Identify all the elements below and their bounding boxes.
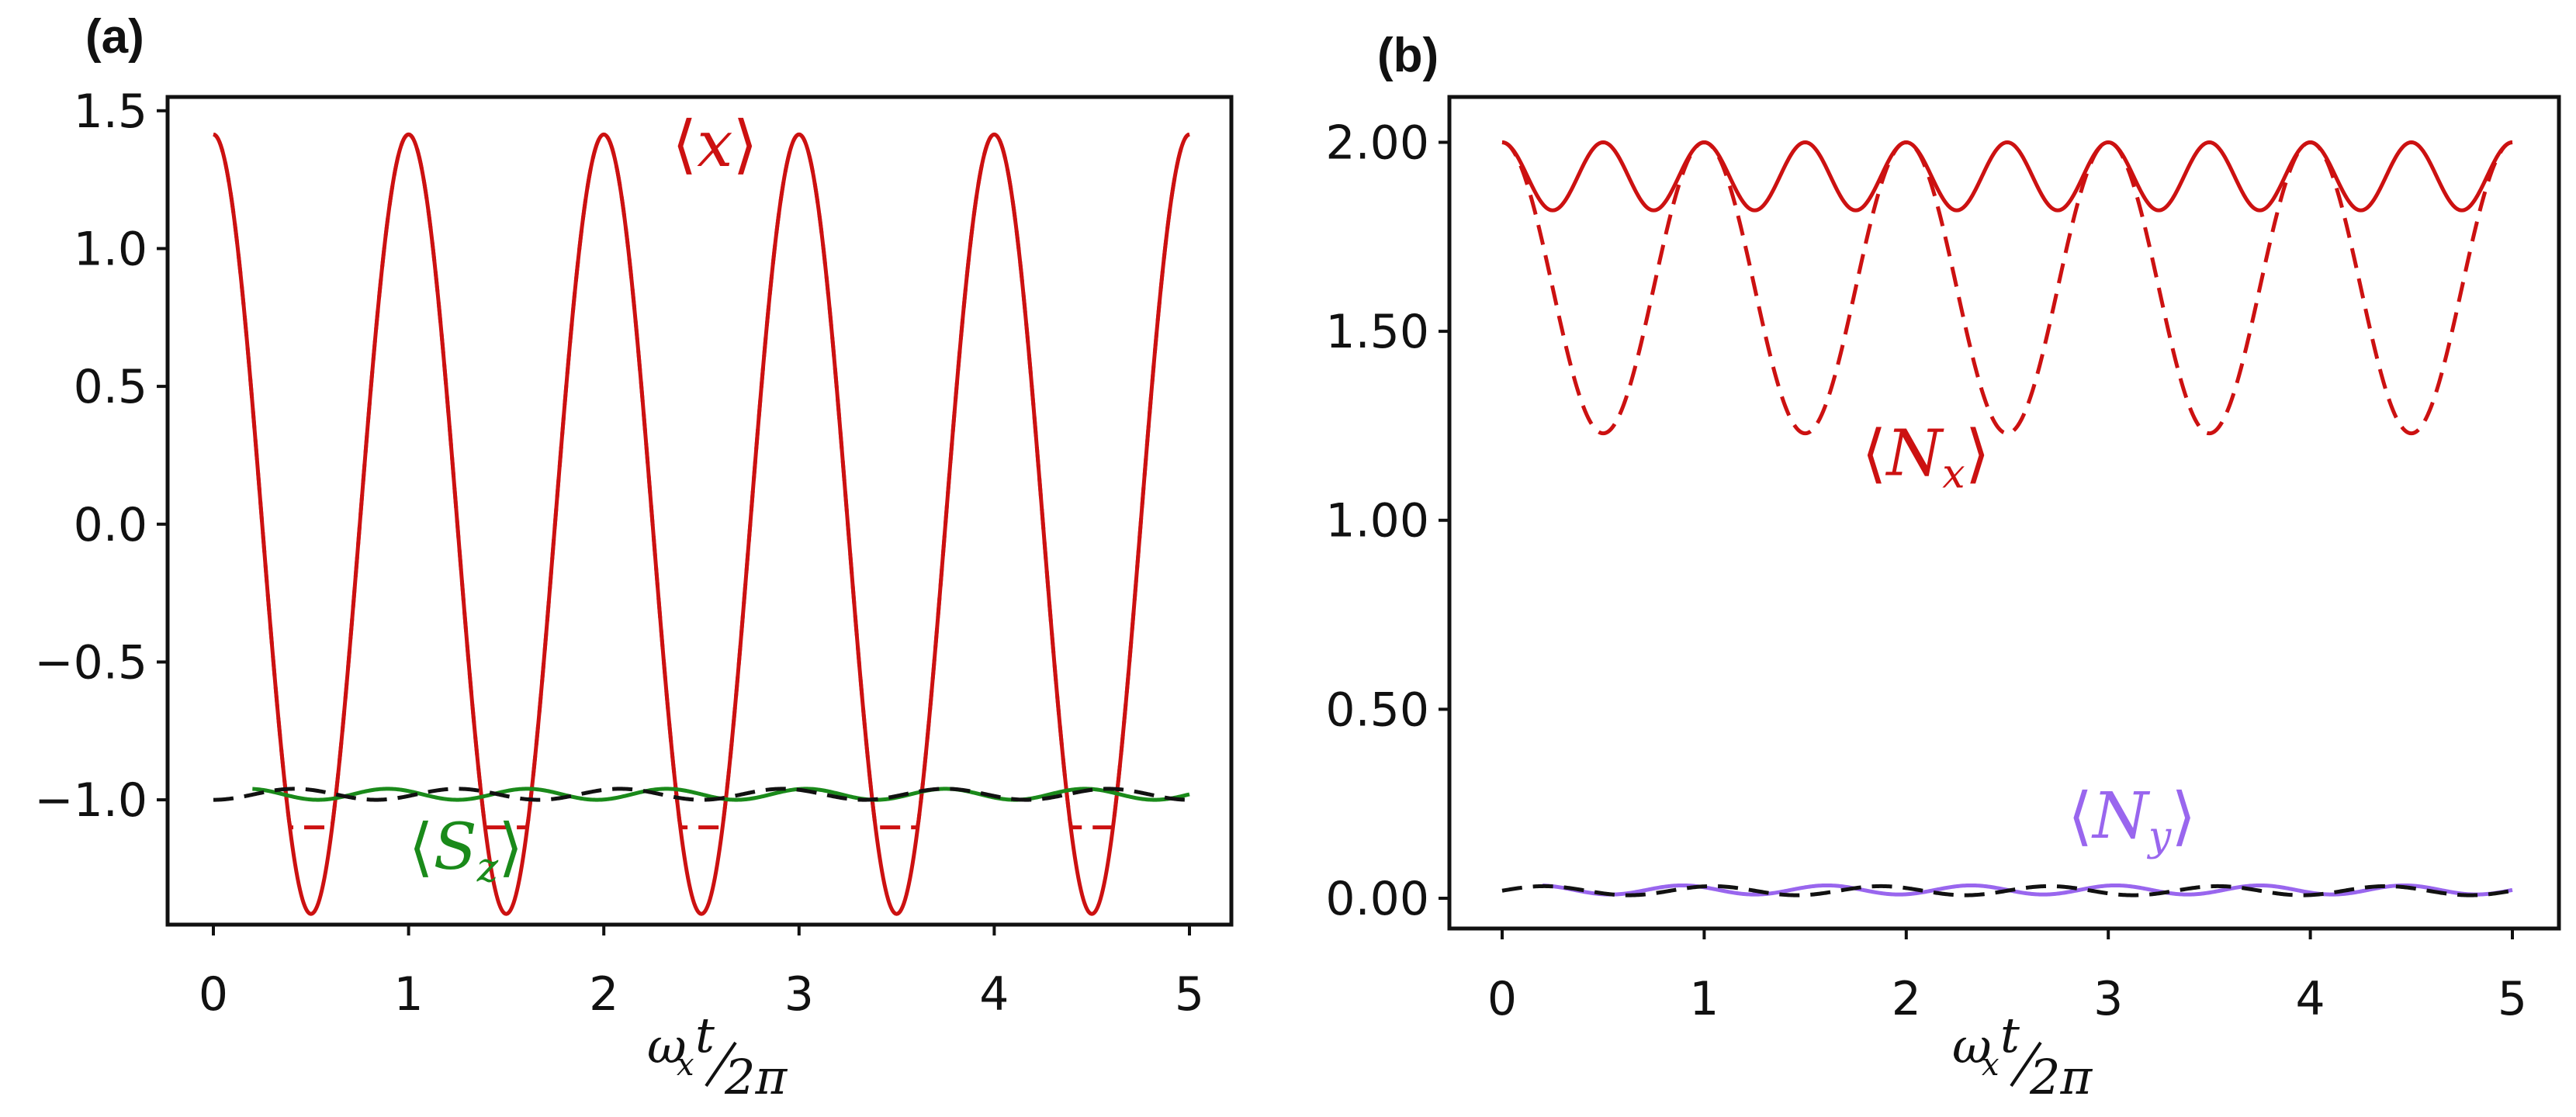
y-tick-label-b-2: 1.00 [1325,494,1429,548]
panel-b-xlabel-slash [2010,1041,2042,1088]
x-tick-label-b-3: 3 [2093,972,2123,1026]
panel-b-x-axis-label: ω x t 2π [1952,1007,2093,1105]
panel-a-x-axis: 0 1 2 3 4 5 [199,925,1204,1022]
panel-a-y-axis: 1.5 1.0 0.5 0.0 −0.5 −1.0 [34,85,168,828]
y-tick-label-b-0: 2.00 [1325,116,1429,170]
y-tick-label-a-5: −1.0 [34,773,147,828]
x-tick-label-b-4: 4 [2296,972,2325,1026]
y-tick-label-b-4: 0.00 [1325,872,1429,926]
panel-a-xlabel-denominator: 2π [724,1049,788,1105]
panel-b-y-axis: 2.00 1.50 1.00 0.50 0.00 [1325,116,1449,926]
panel-a-annotations: ⟨x⟩ ⟨Sz⟩ [409,108,758,891]
panel-a-xlabel-slash [705,1041,737,1088]
x-tick-label-b-2: 2 [1892,972,1921,1026]
y-tick-label-a-1: 1.0 [74,222,147,276]
panel-b-label: (b) [1377,29,1439,82]
panel-b-xlabel-denominator: 2π [2029,1049,2093,1105]
annotation-a-0: ⟨x⟩ [672,108,757,182]
x-tick-label-a-5: 5 [1175,967,1204,1022]
y-tick-label-a-4: −0.5 [34,635,147,690]
panel-b-series [1501,140,2513,897]
panel-b-xlabel-omega: ω [1952,1018,1992,1074]
series-line-b-3 [1501,884,2513,897]
panel-a-xlabel-sub: x [677,1047,694,1083]
series-line-b-0 [1501,140,2513,213]
annotation-b-1: ⟨Ny⟩ [2068,780,2196,860]
panel-a-series [213,132,1190,916]
x-tick-label-b-0: 0 [1487,972,1517,1026]
x-tick-label-a-2: 2 [589,967,618,1022]
panel-a-frame [165,95,1234,927]
x-tick-label-a-1: 1 [394,967,424,1022]
x-tick-label-a-0: 0 [199,967,228,1022]
panel-b-xlabel-t: t [2000,1007,2020,1063]
x-tick-label-b-1: 1 [1689,972,1719,1026]
panel-b-x-axis: 0 1 2 3 4 5 [1487,929,2527,1026]
y-tick-label-a-2: 0.5 [74,360,147,414]
panel-a-x-axis-label: ω x t 2π [647,1007,788,1105]
x-tick-label-b-5: 5 [2498,972,2527,1026]
panel-b-annotations: ⟨Nx⟩ ⟨Ny⟩ [1862,417,2197,860]
panel-b: (b) ⟨Nx⟩ ⟨Ny⟩ 2.00 1.50 1.00 0.50 0.00 0 1 2 3 4 5… [1325,29,2561,1105]
panel-b-frame [1447,95,2561,931]
y-tick-label-b-1: 1.50 [1325,305,1429,359]
panel-a-label: (a) [85,10,144,64]
x-tick-label-a-4: 4 [979,967,1009,1022]
annotation-a-1: ⟨Sz⟩ [409,811,524,891]
x-tick-label-a-3: 3 [784,967,814,1022]
panel-a-xlabel-omega: ω [647,1018,687,1074]
panel-b-xlabel-sub: x [1982,1047,2000,1083]
y-tick-label-a-0: 1.5 [74,85,147,139]
panel-a-xlabel-t: t [695,1007,715,1063]
series-line-a-1 [213,132,1190,830]
y-tick-label-b-3: 0.50 [1325,683,1429,737]
y-tick-label-a-3: 0.0 [74,498,147,552]
annotation-b-0: ⟨Nx⟩ [1862,417,1990,497]
series-line-b-1 [1501,140,2513,436]
series-line-a-3 [213,787,1190,802]
